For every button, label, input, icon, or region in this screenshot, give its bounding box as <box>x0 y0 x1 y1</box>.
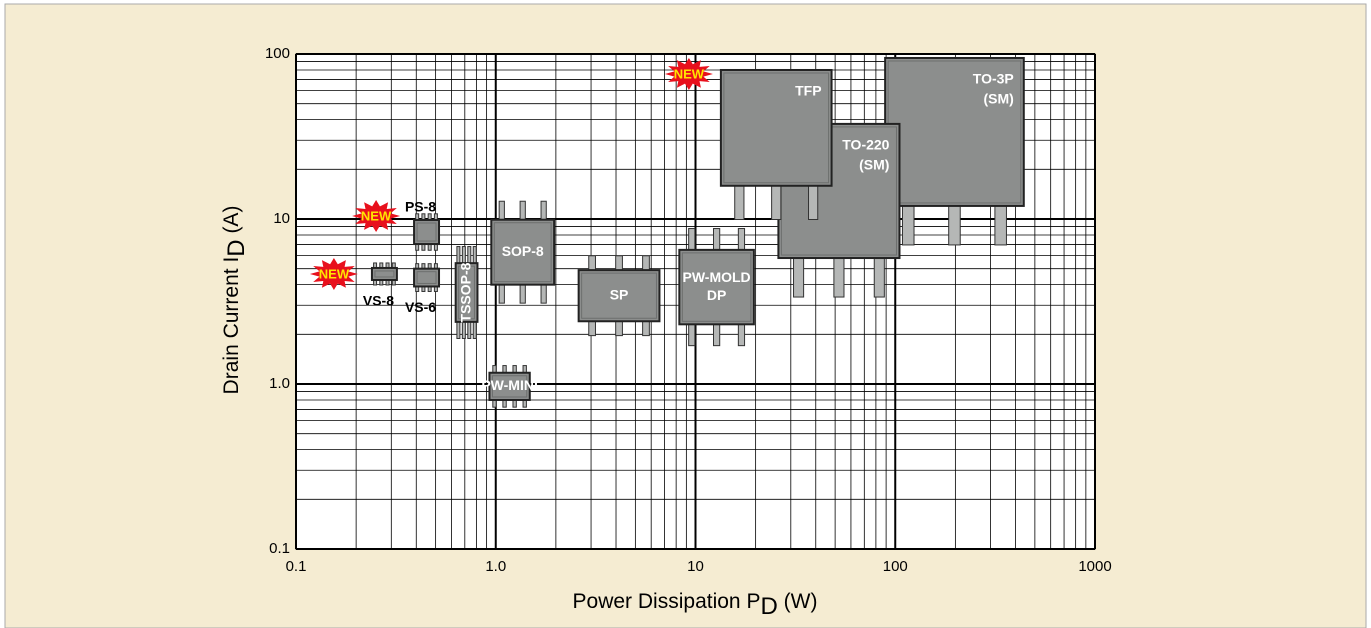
package: PW-MOLD DP <box>679 229 754 346</box>
package-lead <box>738 229 744 251</box>
package: SP <box>579 256 660 336</box>
x-label-unit: (W) <box>778 590 818 613</box>
x-tick-label: 1000 <box>1078 558 1111 575</box>
y-label-text: Drain Current I <box>220 257 243 395</box>
package-label: TO-3P <box>973 71 1014 87</box>
package-lead <box>499 284 504 303</box>
package-lead <box>794 257 804 297</box>
package-label: PS-8 <box>405 199 436 215</box>
page: {"chart_data": {"type": "package-map", "… <box>0 0 1371 628</box>
package-lead <box>738 323 744 345</box>
x-tick-label: 100 <box>883 558 908 575</box>
package-lead <box>834 257 844 297</box>
package-lead <box>457 321 460 339</box>
package-lead <box>473 247 476 265</box>
package-lead <box>809 185 818 220</box>
package-lead <box>714 323 720 345</box>
y-tick-label: 0.1 <box>269 540 290 557</box>
package-lead <box>643 320 650 335</box>
package-label: SOP-8 <box>502 243 544 259</box>
package-label: (SM) <box>859 157 889 173</box>
y-label-unit: (A) <box>220 206 243 240</box>
package: TO-3P (SM) <box>885 58 1024 245</box>
new-badge: NEW <box>361 208 392 223</box>
package-lead <box>473 321 476 339</box>
package-label: (SM) <box>983 91 1013 107</box>
package-lead <box>874 257 884 297</box>
package-lead <box>541 284 546 303</box>
package-lead <box>462 247 465 265</box>
package-lead <box>589 256 596 271</box>
package-lead <box>616 256 623 271</box>
package-lead <box>468 247 471 265</box>
y-tick-label: 100 <box>265 45 290 62</box>
x-label-sub: D <box>760 593 777 620</box>
package-label: DP <box>707 287 726 303</box>
package-lead <box>499 201 504 220</box>
package-lead <box>468 321 471 339</box>
package-lead <box>541 201 546 220</box>
package-lead <box>902 205 914 245</box>
package-lead <box>520 201 525 220</box>
new-badge: NEW <box>674 66 705 81</box>
new-badge: NEW <box>319 266 350 281</box>
package-label: PW-MOLD <box>683 269 751 285</box>
package-lead <box>462 321 465 339</box>
package-label: SP <box>610 286 629 302</box>
x-label-text: Power Dissipation P <box>573 590 761 613</box>
package: PW-MINI <box>481 366 538 408</box>
package-lead <box>457 247 460 265</box>
x-tick-label: 0.1 <box>286 558 307 575</box>
package-body <box>372 268 397 280</box>
package-lead <box>616 320 623 335</box>
chart: TO-3P (SM) TO-220 (SM) TFP NEW PW-MOLD DP SP SOP-… <box>0 0 1371 628</box>
y-label-sub: D <box>223 239 250 256</box>
package-label: TO-220 <box>842 137 889 153</box>
x-tick-label: 1.0 <box>485 558 506 575</box>
package-lead <box>520 284 525 303</box>
package-body <box>414 220 439 244</box>
package-label: VS-6 <box>405 299 436 315</box>
package-label: TSSOP-8 <box>457 262 473 322</box>
y-tick-label: 10 <box>273 210 290 227</box>
package-label: TFP <box>795 83 821 99</box>
package-label: PW-MINI <box>481 377 538 393</box>
x-tick-label: 10 <box>687 558 704 575</box>
package-lead <box>643 256 650 271</box>
package-lead <box>689 323 695 345</box>
package-lead <box>772 185 781 220</box>
package-lead <box>949 205 961 245</box>
package-lead <box>689 229 695 251</box>
package-lead <box>735 185 744 220</box>
package-lead <box>589 320 596 335</box>
package: SOP-8 <box>491 201 554 303</box>
package-lead <box>995 205 1007 245</box>
y-tick-label: 1.0 <box>269 375 290 392</box>
package-lead <box>714 229 720 251</box>
package-label: VS-8 <box>363 293 394 309</box>
